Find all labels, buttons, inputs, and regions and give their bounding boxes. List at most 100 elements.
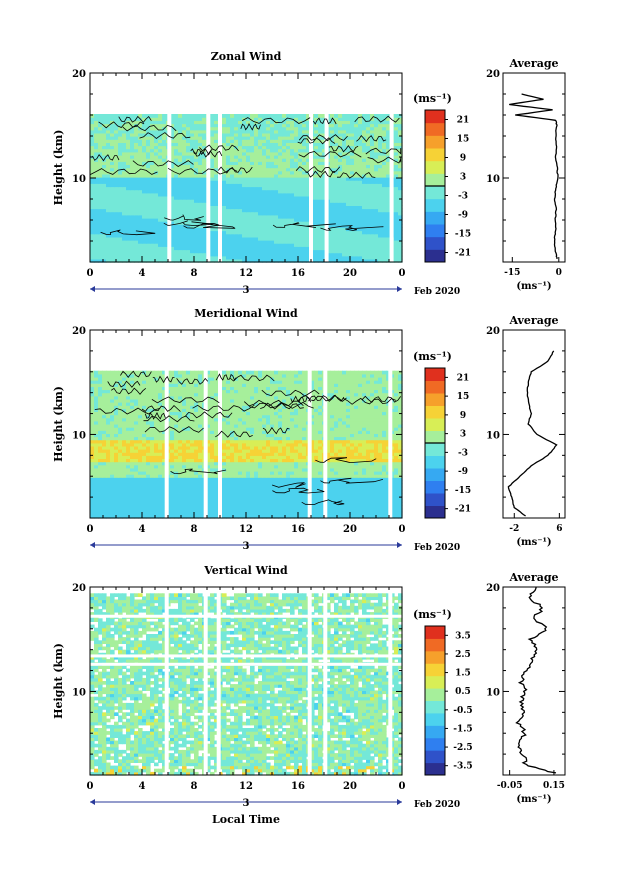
heatmap-cell bbox=[322, 126, 327, 131]
heatmap-cell bbox=[170, 230, 175, 235]
heatmap-cell bbox=[94, 154, 99, 159]
heatmap-cell bbox=[290, 120, 295, 125]
heatmap-cell bbox=[178, 173, 183, 178]
heatmap-cell bbox=[162, 249, 167, 254]
heatmap-cell bbox=[302, 505, 307, 510]
heatmap-cell bbox=[114, 211, 119, 216]
heatmap-cell bbox=[186, 224, 191, 228]
heatmap-cell bbox=[114, 224, 119, 228]
heatmap-cell bbox=[274, 496, 279, 500]
heatmap-cell bbox=[318, 145, 323, 150]
heatmap-cell bbox=[234, 474, 239, 478]
heatmap-cell bbox=[342, 508, 347, 513]
heatmap-cell bbox=[174, 161, 179, 165]
heatmap-cell bbox=[210, 474, 215, 478]
heatmap-cell bbox=[174, 486, 179, 491]
heatmap-cell bbox=[210, 227, 215, 232]
heatmap-cell bbox=[154, 243, 159, 247]
heatmap-cell bbox=[250, 129, 255, 134]
heatmap-cell bbox=[178, 486, 183, 491]
heatmap-cell bbox=[274, 480, 279, 485]
heatmap-cell bbox=[202, 183, 207, 188]
heatmap-cell bbox=[246, 176, 251, 181]
heatmap-cell bbox=[342, 258, 347, 263]
heatmap-cell bbox=[122, 211, 127, 216]
heatmap-cell bbox=[134, 471, 139, 475]
heatmap-cell bbox=[298, 183, 303, 188]
heatmap-cell bbox=[90, 480, 95, 485]
heatmap-cell bbox=[138, 227, 143, 232]
heatmap-cell bbox=[242, 208, 247, 213]
heatmap-cell bbox=[170, 158, 175, 162]
heatmap-cell bbox=[114, 186, 119, 191]
heatmap-cell bbox=[150, 511, 155, 516]
heatmap-cell bbox=[214, 199, 219, 203]
heatmap-cell bbox=[210, 233, 215, 238]
heatmap-cell bbox=[214, 142, 219, 147]
heatmap-cell bbox=[126, 480, 131, 485]
heatmap-cell bbox=[146, 173, 151, 178]
heatmap-cell bbox=[298, 492, 303, 497]
heatmap-cell bbox=[194, 221, 199, 225]
heatmap-cell bbox=[290, 176, 295, 181]
heatmap-cell bbox=[326, 514, 331, 519]
heatmap-cell bbox=[114, 246, 119, 251]
heatmap-cell bbox=[242, 221, 247, 225]
heatmap-cell bbox=[238, 136, 243, 140]
heatmap-cell bbox=[134, 154, 139, 159]
heatmap-cell bbox=[138, 492, 143, 497]
heatmap-cell bbox=[302, 186, 307, 191]
heatmap-cell bbox=[322, 145, 327, 150]
heatmap-cell bbox=[214, 180, 219, 184]
heatmap-cell bbox=[118, 480, 123, 485]
heatmap-cell bbox=[186, 480, 191, 485]
heatmap-cell bbox=[118, 189, 123, 194]
heatmap-cell bbox=[338, 195, 343, 200]
heatmap-cell bbox=[394, 176, 399, 181]
heatmap-cell bbox=[150, 126, 155, 131]
heatmap-cell bbox=[126, 471, 131, 475]
heatmap-cell bbox=[90, 477, 95, 481]
heatmap-cell bbox=[286, 170, 291, 175]
heatmap-cell bbox=[234, 123, 239, 128]
heatmap-cell bbox=[314, 114, 319, 118]
heatmap-cell bbox=[250, 233, 255, 238]
heatmap-cell bbox=[246, 192, 251, 197]
heatmap-cell bbox=[186, 214, 191, 219]
heatmap-cell bbox=[274, 148, 279, 153]
heatmap-cell bbox=[346, 252, 351, 257]
heatmap-cell bbox=[338, 474, 343, 478]
heatmap-cell bbox=[266, 164, 271, 169]
heatmap-cell bbox=[274, 117, 279, 121]
heatmap-cell bbox=[394, 249, 399, 254]
heatmap-cell bbox=[322, 192, 327, 197]
heatmap-cell bbox=[142, 486, 147, 491]
heatmap-cell bbox=[198, 514, 203, 519]
heatmap-cell bbox=[226, 502, 231, 506]
heatmap-cell bbox=[194, 114, 199, 118]
heatmap-cell bbox=[274, 255, 279, 260]
heatmap-cell bbox=[366, 486, 371, 491]
heatmap-cell bbox=[210, 170, 215, 175]
heatmap-cell bbox=[118, 151, 123, 156]
heatmap-cell bbox=[314, 505, 319, 510]
heatmap-cell bbox=[334, 224, 339, 228]
heatmap-cell bbox=[366, 499, 371, 503]
heatmap-cell bbox=[350, 502, 355, 506]
heatmap-cell bbox=[146, 148, 151, 153]
heatmap-cell bbox=[194, 136, 199, 140]
heatmap-cell bbox=[238, 227, 243, 232]
heatmap-cell bbox=[126, 129, 131, 134]
heatmap-cell bbox=[358, 255, 363, 260]
heatmap-cell bbox=[334, 117, 339, 121]
heatmap-cell bbox=[226, 199, 231, 203]
heatmap-cell bbox=[178, 154, 183, 159]
heatmap-cell bbox=[182, 492, 187, 497]
heatmap-cell bbox=[354, 132, 359, 137]
heatmap-cell bbox=[178, 139, 183, 143]
heatmap-cell bbox=[90, 502, 95, 506]
heatmap-cell bbox=[358, 243, 363, 247]
heatmap-cell bbox=[362, 477, 367, 481]
